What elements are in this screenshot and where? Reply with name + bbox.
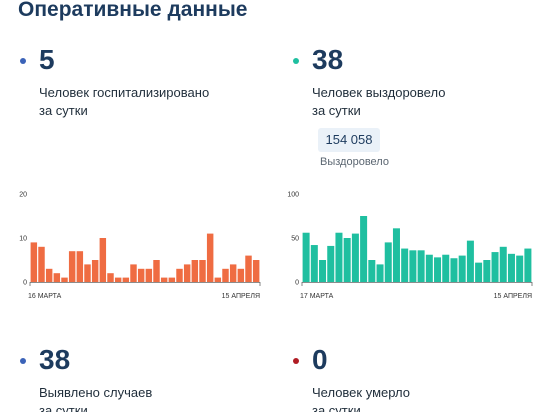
bar xyxy=(434,257,442,282)
stat-label-line: Выявлено случаев xyxy=(39,385,153,400)
stat-value: 0 xyxy=(312,344,328,375)
bar xyxy=(450,258,458,282)
bar xyxy=(214,277,222,282)
stat-value: 5 xyxy=(39,44,55,75)
bar xyxy=(168,277,176,282)
bar xyxy=(99,238,107,282)
bar xyxy=(384,242,392,282)
bar xyxy=(61,277,68,282)
bar xyxy=(417,250,425,282)
bar xyxy=(191,260,199,282)
stat-label-line: Человек выздоровело xyxy=(312,85,446,100)
bar xyxy=(499,246,507,282)
bar xyxy=(425,254,433,282)
bar xyxy=(91,260,99,282)
y-tick-label: 100 xyxy=(287,192,299,199)
stat-label-line: за сутки xyxy=(39,403,88,412)
stat-value: 38 xyxy=(39,344,71,375)
bar xyxy=(360,216,368,282)
bar xyxy=(107,273,114,282)
y-tick-label: 0 xyxy=(295,280,299,287)
bar xyxy=(199,260,206,282)
bar xyxy=(475,262,483,282)
bar xyxy=(368,260,376,282)
bar xyxy=(30,242,38,282)
bar xyxy=(442,254,450,282)
bar xyxy=(491,252,499,282)
stat-label: Выявлено случаев за сутки xyxy=(39,384,239,412)
bar xyxy=(319,260,327,282)
bar xyxy=(130,264,137,282)
bar xyxy=(84,264,91,282)
y-tick-label: 50 xyxy=(291,236,299,243)
stat-label: Человек госпитализировано за сутки xyxy=(39,84,239,120)
bar xyxy=(335,232,343,282)
bar xyxy=(122,277,130,282)
bar xyxy=(401,248,409,282)
stat-label-line: Человек госпитализировано xyxy=(39,85,210,100)
recovered-bar-chart: 0 50 100 17 МАРТА 15 АПРЕЛЯ xyxy=(287,192,533,300)
x-end-label: 15 АПРЕЛЯ xyxy=(494,293,532,300)
bar xyxy=(466,240,474,282)
stat-dot xyxy=(293,58,299,64)
y-tick-label: 10 xyxy=(19,236,27,243)
x-end-label: 15 АПРЕЛЯ xyxy=(222,293,260,300)
stat-label: Человек выздоровело за сутки xyxy=(312,84,512,120)
bar xyxy=(409,250,417,282)
bar xyxy=(137,268,145,282)
bar xyxy=(524,248,532,282)
bar xyxy=(516,255,524,282)
recovered-total-caption: Выздоровело xyxy=(320,156,389,168)
bar xyxy=(310,245,318,282)
stat-label-line: Человек умерло xyxy=(312,385,410,400)
x-start-label: 16 МАРТА xyxy=(28,293,62,300)
y-tick-label: 0 xyxy=(23,280,27,287)
bar xyxy=(183,264,191,282)
bar xyxy=(206,233,214,282)
bar xyxy=(458,255,466,282)
bar xyxy=(483,260,491,282)
bar xyxy=(376,264,384,282)
bar xyxy=(160,277,168,282)
bar xyxy=(222,268,229,282)
bar xyxy=(38,246,45,282)
bar xyxy=(392,228,400,282)
stat-label-line: за сутки xyxy=(312,403,361,412)
bar xyxy=(145,268,153,282)
bar xyxy=(302,232,310,282)
bar xyxy=(507,253,515,282)
stat-label: Человек умерло за сутки xyxy=(312,384,512,412)
bar xyxy=(68,251,76,282)
bar xyxy=(351,233,359,282)
bar xyxy=(153,260,160,282)
stat-dot xyxy=(293,358,299,364)
bar xyxy=(237,268,245,282)
recovered-total-badge: 154 058 xyxy=(318,128,380,152)
stat-label-line: за сутки xyxy=(312,103,361,118)
bar xyxy=(327,245,335,282)
bar xyxy=(114,277,122,282)
bar xyxy=(53,273,61,282)
bar xyxy=(245,255,252,282)
bar xyxy=(229,264,237,282)
stat-dot xyxy=(20,58,26,64)
x-start-label: 17 МАРТА xyxy=(300,293,334,300)
bar xyxy=(176,268,183,282)
stat-label-line: за сутки xyxy=(39,103,88,118)
bar xyxy=(343,238,351,282)
hospitalized-bar-chart: 0 10 20 16 МАРТА 15 АПРЕЛЯ xyxy=(19,192,261,300)
stat-dot xyxy=(20,358,26,364)
bar xyxy=(76,251,84,282)
bar xyxy=(252,260,260,282)
y-tick-label: 20 xyxy=(19,192,27,199)
bar xyxy=(45,268,53,282)
stat-value: 38 xyxy=(312,44,344,75)
page-title: Оперативные данные xyxy=(18,0,248,21)
